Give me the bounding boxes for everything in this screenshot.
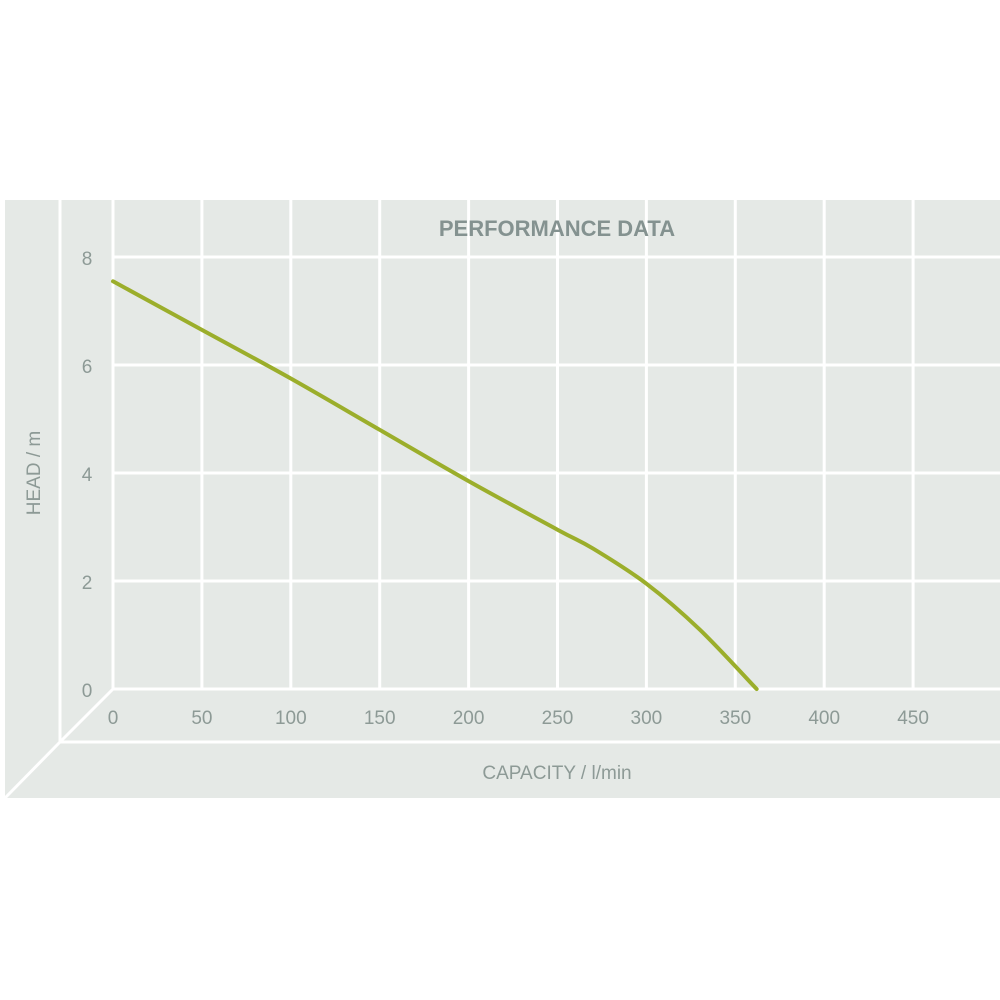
- x-tick-label: 250: [542, 708, 574, 729]
- x-tick-label: 450: [897, 708, 929, 729]
- y-tick-label: 8: [82, 249, 93, 270]
- y-tick-label: 6: [82, 357, 93, 378]
- x-tick-label: 200: [453, 708, 485, 729]
- x-tick-label: 300: [631, 708, 663, 729]
- x-tick-label: 0: [108, 708, 119, 729]
- series-line: [111, 279, 759, 691]
- x-tick-label: 400: [808, 708, 840, 729]
- chart-title: PERFORMANCE DATA: [439, 216, 675, 241]
- y-tick-label: 0: [82, 681, 93, 702]
- x-tick-label: 50: [191, 708, 212, 729]
- x-tick-label: 350: [719, 708, 751, 729]
- x-tick-label: 150: [364, 708, 396, 729]
- x-tick-label: 100: [275, 708, 307, 729]
- frame-line: [3, 740, 62, 800]
- y-tick-label: 4: [82, 465, 93, 486]
- y-axis-label: HEAD / m: [24, 431, 45, 515]
- x-axis-label: CAPACITY / l/min: [482, 763, 631, 784]
- y-tick-label: 2: [82, 573, 93, 594]
- frame-line: [58, 687, 115, 744]
